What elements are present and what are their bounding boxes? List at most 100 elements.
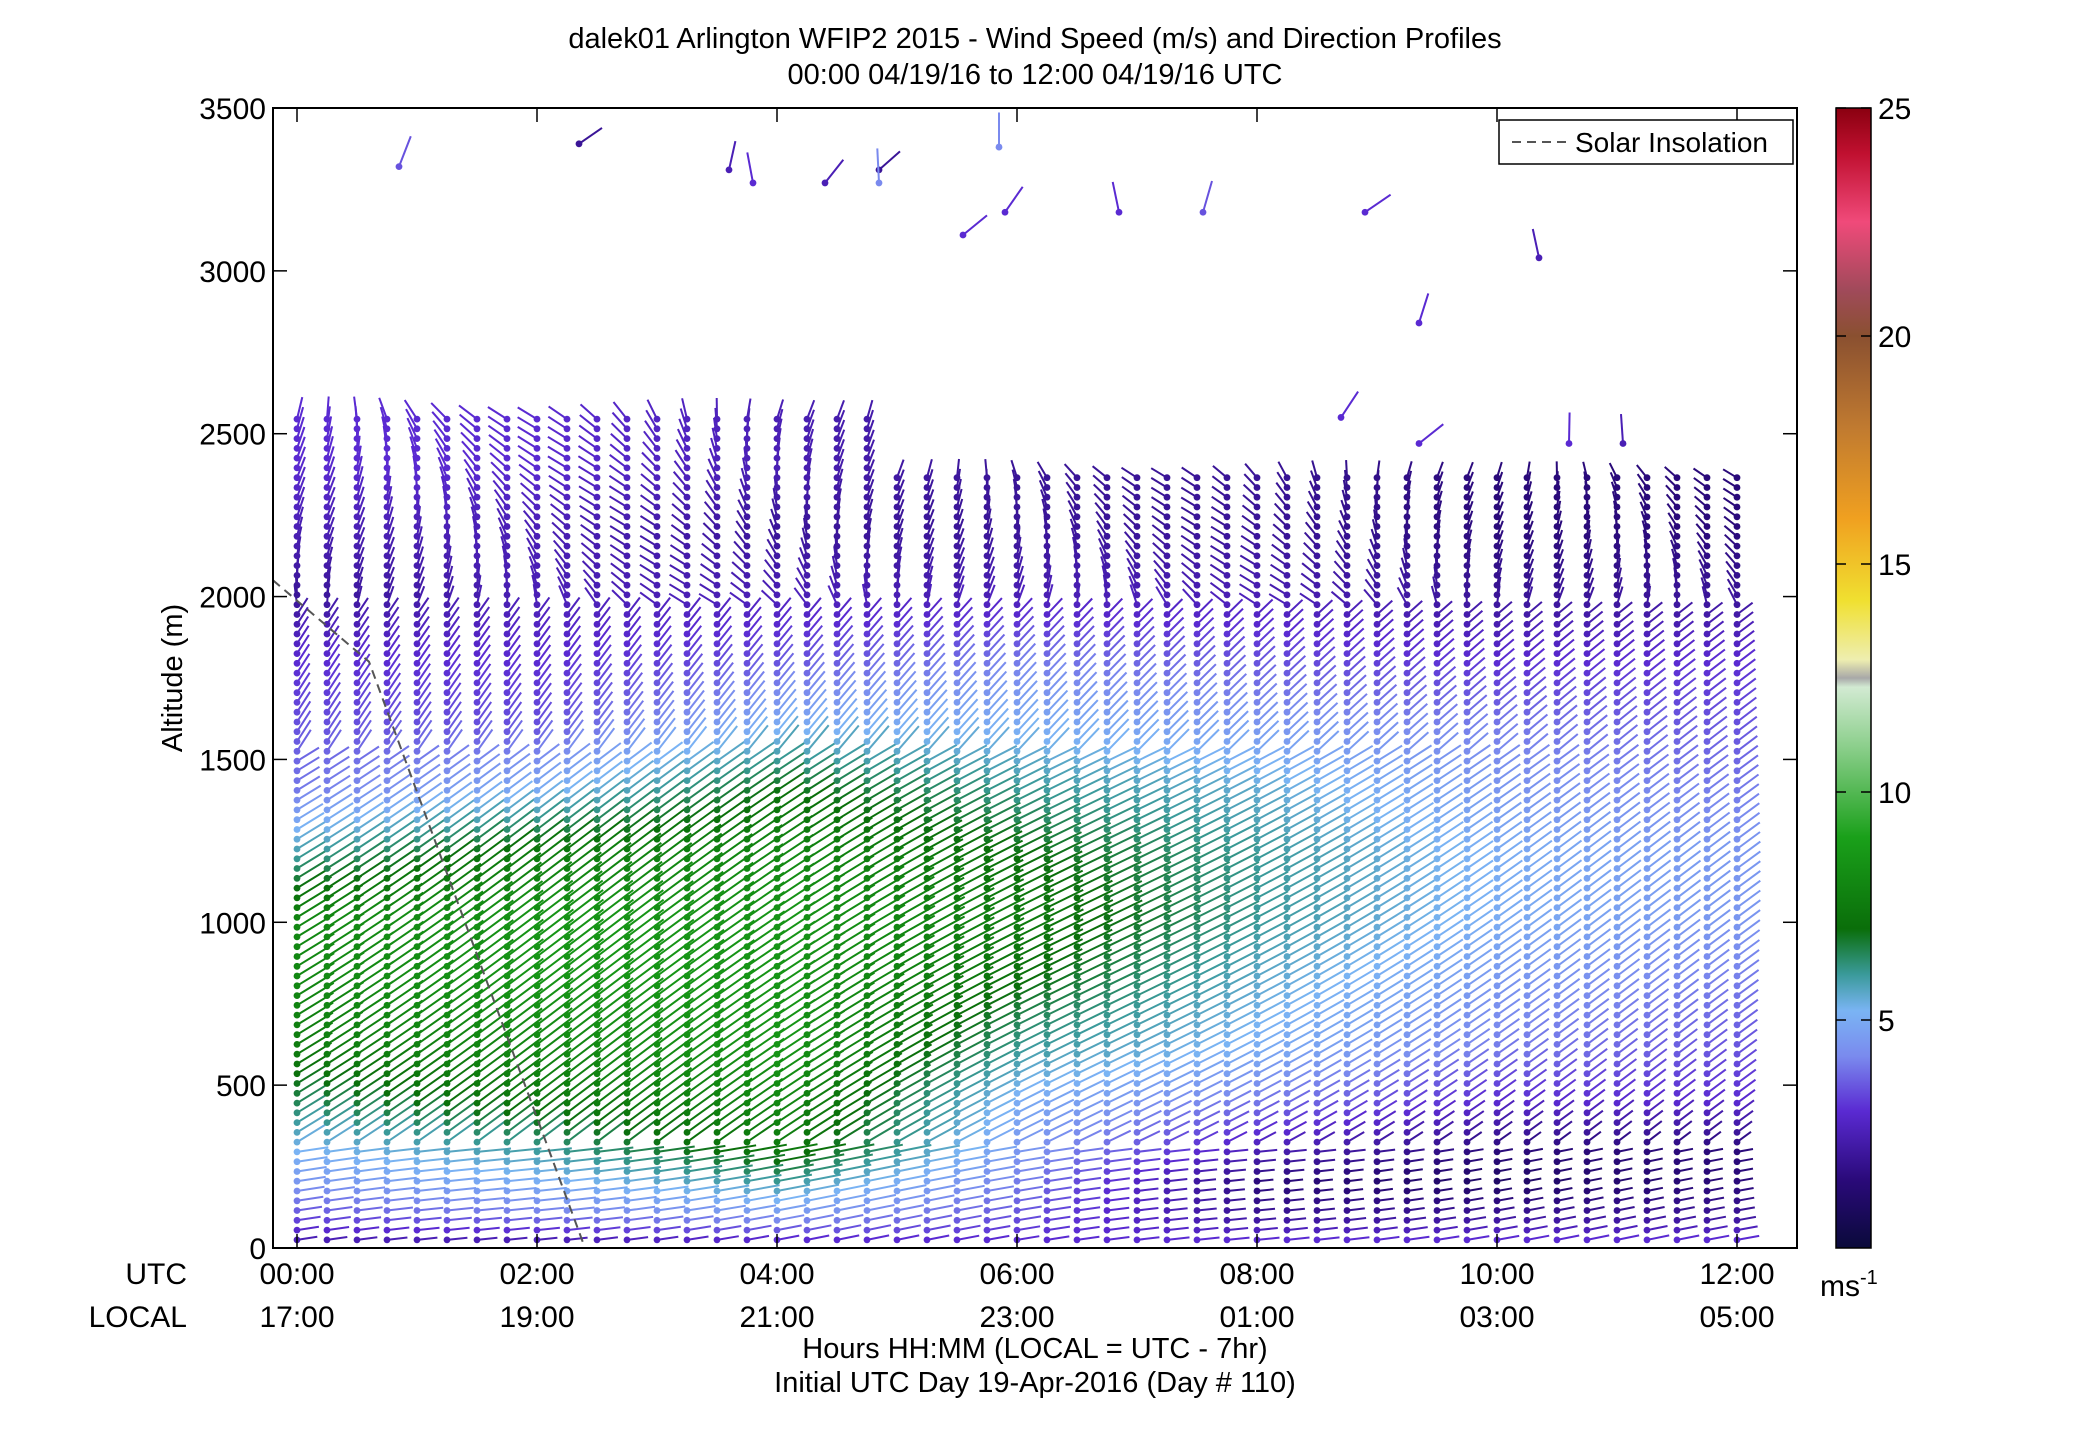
wind-barb-point xyxy=(804,1061,811,1068)
wind-barb-point xyxy=(414,895,421,902)
wind-barb-point xyxy=(714,826,721,833)
wind-barb xyxy=(597,1119,627,1142)
wind-barb-point xyxy=(594,699,601,706)
wind-barb-point xyxy=(1074,1178,1081,1185)
wind-barb-point xyxy=(1044,767,1051,774)
wind-barb xyxy=(687,769,716,790)
wind-barb-point xyxy=(834,1188,841,1195)
wind-barb-point xyxy=(954,758,961,765)
wind-barb-point xyxy=(834,680,841,687)
wind-barb-point xyxy=(924,513,931,520)
wind-barb-point xyxy=(684,1237,691,1244)
wind-barb-point xyxy=(1164,699,1171,706)
wind-barb-point xyxy=(714,709,721,716)
wind-barb-point xyxy=(774,758,781,765)
wind-barb-point xyxy=(564,836,571,843)
wind-barb-point xyxy=(504,1002,511,1009)
wind-barb xyxy=(297,1167,327,1172)
wind-barb-point xyxy=(354,924,361,931)
wind-barb-point xyxy=(984,523,991,530)
wind-barb-point xyxy=(1074,1090,1081,1097)
wind-barb-point xyxy=(444,1031,451,1038)
wind-barb-point xyxy=(774,1051,781,1058)
wind-barb-point xyxy=(624,562,631,569)
wind-barb-point xyxy=(624,787,631,794)
wind-barb-point xyxy=(354,1168,361,1175)
wind-barb-point xyxy=(684,1168,691,1175)
wind-barb-point xyxy=(714,425,721,432)
wind-barb-point xyxy=(624,924,631,931)
wind-barb-point xyxy=(594,807,601,814)
wind-barb xyxy=(297,1115,326,1133)
wind-barb-point xyxy=(564,855,571,862)
wind-barb-point xyxy=(324,777,331,784)
wind-barb xyxy=(417,774,441,791)
wind-barb-point xyxy=(774,846,781,853)
wind-barb-point xyxy=(864,1149,871,1156)
wind-barb-point xyxy=(384,728,391,735)
wind-barb-point xyxy=(474,484,481,491)
wind-barb-point xyxy=(834,895,841,902)
wind-barb-point xyxy=(354,973,361,980)
wind-barb-point xyxy=(504,767,511,774)
wind-barb-point xyxy=(834,709,841,716)
wind-barb-point xyxy=(1044,875,1051,882)
wind-barb-point xyxy=(1134,865,1141,872)
wind-barb-point xyxy=(834,787,841,794)
wind-barb-point xyxy=(684,601,691,608)
wind-barb-point xyxy=(444,709,451,716)
wind-barb-point xyxy=(414,1080,421,1087)
wind-barb xyxy=(657,751,683,771)
wind-barb-point xyxy=(564,807,571,814)
wind-barb-point xyxy=(564,846,571,853)
wind-barb-point xyxy=(534,1061,541,1068)
wind-barb-point xyxy=(324,435,331,442)
wind-barb-point xyxy=(1014,943,1021,950)
wind-barb-point xyxy=(294,865,301,872)
wind-barb-point xyxy=(1074,1080,1081,1087)
wind-barb xyxy=(717,769,747,790)
wind-barb-point xyxy=(1074,885,1081,892)
wind-barb-point xyxy=(954,592,961,599)
wind-barb-point xyxy=(1134,1012,1141,1019)
wind-barb xyxy=(1017,1157,1045,1162)
wind-barb-point xyxy=(324,1217,331,1224)
wind-barb-point xyxy=(1164,875,1171,882)
wind-barb-point xyxy=(1044,582,1051,589)
wind-barb-point xyxy=(1164,816,1171,823)
wind-barb-point xyxy=(474,1080,481,1087)
wind-barb-point xyxy=(1104,885,1111,892)
wind-barb-point xyxy=(744,601,751,608)
wind-barb-point xyxy=(1044,494,1051,501)
wind-barb-point xyxy=(894,885,901,892)
wind-barb xyxy=(687,778,717,800)
wind-barb-point xyxy=(354,1139,361,1146)
wind-barb-point xyxy=(594,1197,601,1204)
wind-barb-point xyxy=(774,631,781,638)
wind-barb-point xyxy=(684,572,691,579)
wind-barb-point xyxy=(1074,719,1081,726)
wind-barb-point xyxy=(534,680,541,687)
wind-barb-point xyxy=(294,719,301,726)
wind-barb-point xyxy=(834,1217,841,1224)
wind-barb-point xyxy=(534,895,541,902)
wind-barb xyxy=(1107,1111,1132,1123)
wind-barb-point xyxy=(474,865,481,872)
wind-barb-point xyxy=(774,611,781,618)
wind-barb-point xyxy=(804,494,811,501)
wind-barb-point xyxy=(504,601,511,608)
wind-barb xyxy=(297,804,323,820)
wind-barb-point xyxy=(474,943,481,950)
wind-barb-point xyxy=(1074,650,1081,657)
wind-barb-point xyxy=(444,601,451,608)
wind-barb-point xyxy=(744,738,751,745)
wind-barb-point xyxy=(414,709,421,716)
wind-barb-point xyxy=(774,963,781,970)
wind-barb-point xyxy=(744,445,751,452)
wind-barb-point xyxy=(1044,855,1051,862)
wind-barb-point xyxy=(1164,924,1171,931)
wind-barb-point xyxy=(984,797,991,804)
wind-barb-point xyxy=(474,875,481,882)
wind-barb-point xyxy=(384,953,391,960)
wind-barb xyxy=(927,754,958,771)
